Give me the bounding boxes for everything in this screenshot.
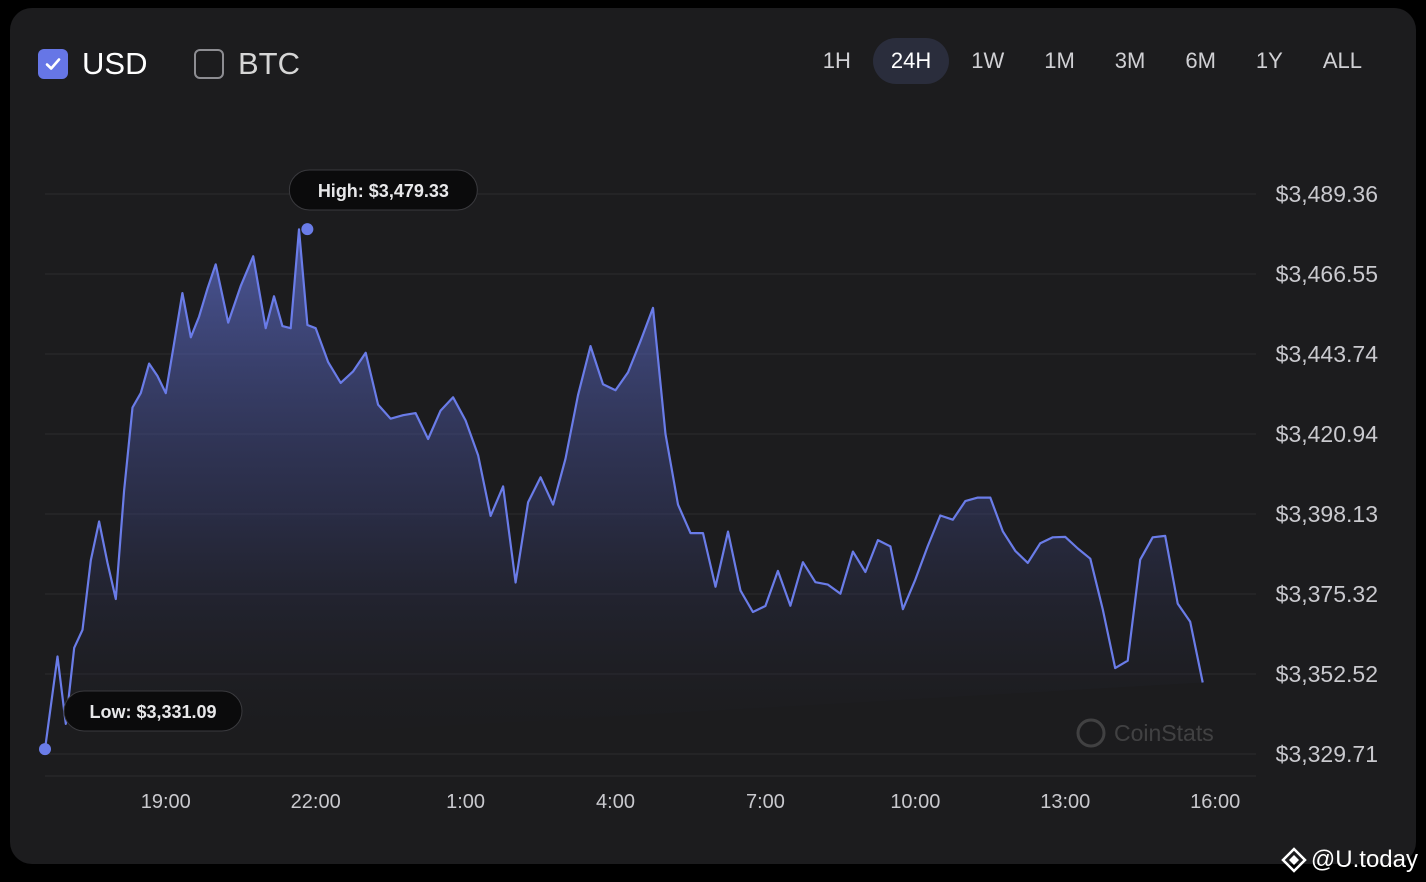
coinstats-watermark-text: CoinStats	[1114, 720, 1214, 746]
y-tick-label: $3,443.74	[1276, 341, 1379, 367]
tab-3m[interactable]: 3M	[1114, 48, 1146, 73]
chart-card: USD BTC 1H 24H 1W 1M 3M 6M 1Y ALL $3,489…	[10, 8, 1416, 864]
price-line	[43, 228, 1204, 750]
x-tick-label: 1:00	[446, 791, 485, 813]
y-tick-label: $3,466.55	[1276, 261, 1378, 287]
high-tooltip: High: $3,479.33	[288, 169, 478, 211]
low-tooltip: Low: $3,331.09	[63, 690, 243, 732]
low-tooltip-text: Low: $3,331.09	[89, 702, 216, 722]
tab-6m[interactable]: 6M	[1185, 48, 1216, 73]
y-tick-label: $3,489.36	[1276, 181, 1378, 207]
x-tick-label: 13:00	[1040, 791, 1090, 813]
x-tick-label: 7:00	[746, 791, 785, 813]
footer-watermark-text: @U.today	[1310, 846, 1418, 873]
x-tick-label: 16:00	[1190, 791, 1240, 813]
tab-all[interactable]: ALL	[1322, 48, 1362, 73]
checkbox-unchecked-icon[interactable]	[194, 49, 224, 79]
coinstats-watermark: CoinStats	[1076, 718, 1214, 748]
x-tick-label: 4:00	[596, 791, 635, 813]
high-tooltip-text: High: $3,479.33	[318, 181, 449, 201]
price-area	[45, 229, 1203, 750]
btc-label: BTC	[238, 46, 300, 81]
x-tick-label: 10:00	[890, 791, 940, 813]
y-tick-label: $3,329.71	[1276, 741, 1378, 767]
usd-toggle[interactable]: USD	[38, 46, 147, 82]
checkbox-checked-icon[interactable]	[38, 49, 68, 79]
high-tooltip-bg	[288, 169, 478, 211]
x-tick-label: 22:00	[291, 791, 341, 813]
usd-label: USD	[82, 46, 148, 81]
tab-1m[interactable]: 1M	[1044, 48, 1075, 73]
coinstats-logo-icon	[1076, 718, 1106, 748]
price-chart: $3,489.36 $3,466.55 $3,443.74 $3,420.94 $3,3…	[39, 169, 1379, 813]
tab-1y[interactable]: 1Y	[1255, 48, 1283, 73]
btc-toggle[interactable]: BTC	[194, 46, 300, 82]
y-tick-label: $3,375.32	[1276, 581, 1378, 607]
y-tick-label: $3,352.52	[1276, 661, 1378, 687]
tab-24h[interactable]: 24H	[872, 38, 950, 84]
y-tick-label: $3,420.94	[1276, 421, 1379, 447]
tab-1w[interactable]: 1W	[971, 48, 1005, 73]
high-marker	[301, 223, 314, 236]
low-marker	[39, 743, 51, 756]
diamond-logo-icon	[1281, 847, 1307, 873]
timeframe-tabs: 1H 24H 1W 1M 3M 6M 1Y ALL	[805, 38, 1380, 84]
y-tick-label: $3,398.13	[1276, 501, 1378, 527]
x-tick-label: 19:00	[141, 791, 191, 813]
low-tooltip-bg	[63, 690, 243, 732]
tab-1h[interactable]: 1H	[822, 48, 851, 73]
footer-watermark: @U.today	[1281, 846, 1418, 874]
